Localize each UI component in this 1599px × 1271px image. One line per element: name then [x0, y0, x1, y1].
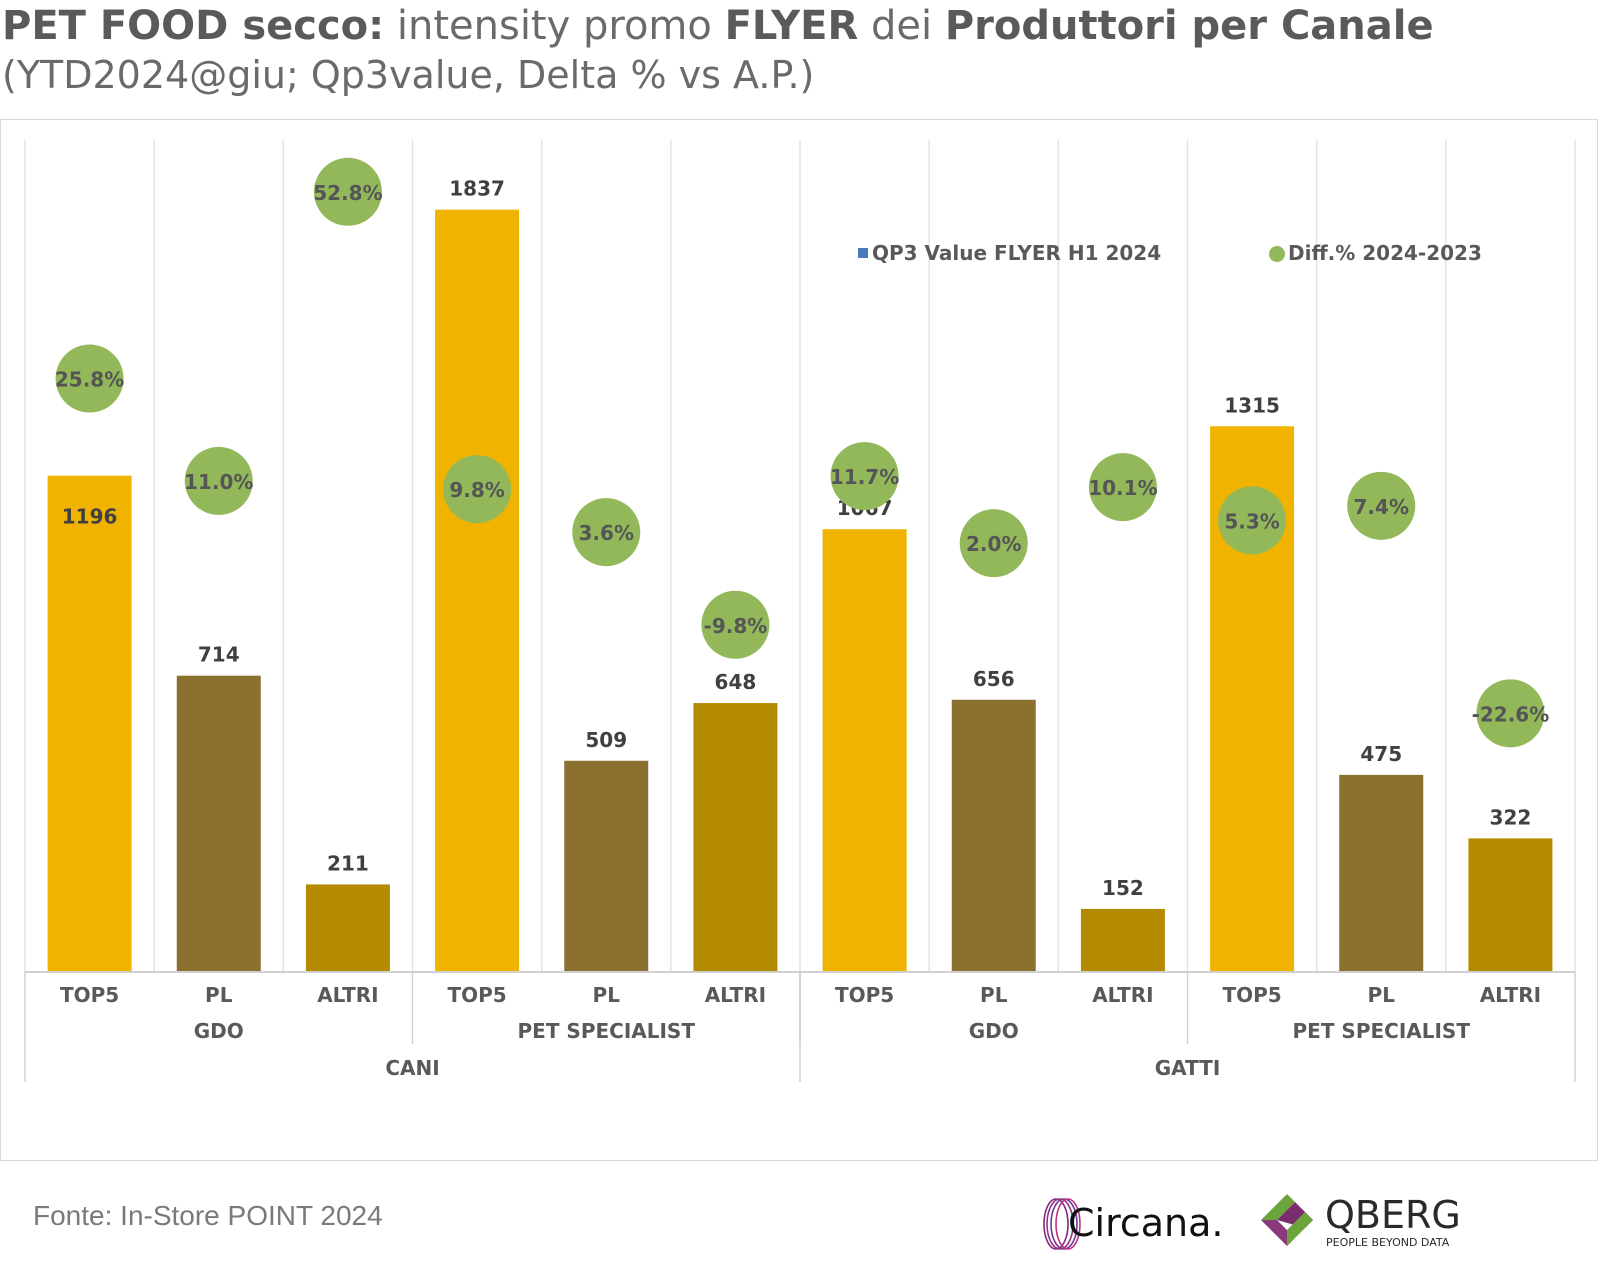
title-part-3: FLYER [724, 3, 859, 49]
diff-value-label: 52.8% [313, 181, 382, 205]
x-tick-label: TOP5 [447, 983, 506, 1007]
diff-marker [1476, 679, 1545, 748]
diff-value-label: 11.0% [184, 470, 253, 494]
chart-area: 1196714211183750964810676561521315475322… [0, 119, 1598, 1161]
bar-pl [176, 675, 261, 972]
bar-top5 [435, 209, 520, 972]
bar-top5 [822, 529, 907, 972]
bar-value-label: 1196 [62, 505, 118, 529]
diff-marker [313, 157, 382, 226]
diff-value-label: 10.1% [1088, 476, 1157, 500]
chart-subtitle: (YTD2024@giu; Qp3value, Delta % vs A.P.) [2, 53, 815, 97]
diff-marker [1088, 453, 1157, 522]
x-tick-label: TOP5 [1222, 983, 1281, 1007]
bar-value-label: 648 [715, 670, 757, 694]
x-tick-label: ALTRI [1092, 983, 1153, 1007]
x-tick-label: ALTRI [317, 983, 378, 1007]
x-tick-label: PL [205, 983, 233, 1007]
bar-value-label: 475 [1360, 742, 1402, 766]
bar-value-label: 656 [973, 667, 1015, 691]
x-group-label: PET SPECIALIST [1293, 1019, 1471, 1043]
diff-value-label: 25.8% [55, 368, 124, 392]
bar-altri [1468, 838, 1553, 972]
bar-top5 [47, 475, 132, 972]
bar-chart: 1196714211183750964810676561521315475322… [24, 140, 1576, 1082]
bar-value-label: 211 [327, 851, 369, 875]
x-tick-label: TOP5 [835, 983, 894, 1007]
chart-title: PET FOOD secco: intensity promo FLYER de… [2, 2, 1592, 50]
bar-value-label: 322 [1490, 805, 1532, 829]
diff-marker [55, 344, 124, 413]
qberg-logo-text: QBERG [1325, 1193, 1461, 1237]
circana-logo: Circana. [1043, 1198, 1224, 1250]
diff-value-label: -22.6% [1472, 702, 1550, 726]
legend-swatch-bars [858, 248, 868, 258]
bar-altri [1080, 908, 1165, 972]
legend-label-bars: QP3 Value FLYER H1 2024 [872, 241, 1161, 265]
diff-marker [1347, 471, 1416, 540]
diff-value-label: 5.3% [1224, 509, 1279, 533]
bar-value-label: 1837 [449, 177, 505, 201]
diff-marker [830, 442, 899, 511]
diff-value-label: -9.8% [704, 614, 768, 638]
x-tick-label: PL [593, 983, 621, 1007]
bar-pl [564, 760, 649, 972]
circana-logo-text: Circana. [1068, 1201, 1224, 1245]
x-category-label: CANI [385, 1056, 439, 1080]
x-category-label: GATTI [1155, 1056, 1221, 1080]
diff-marker [1218, 486, 1287, 555]
title-part-1: PET FOOD secco: [2, 3, 385, 49]
bar-value-label: 509 [585, 728, 627, 752]
x-group-label: PET SPECIALIST [518, 1019, 696, 1043]
title-part-2: intensity promo [384, 3, 725, 49]
bar-altri [305, 884, 390, 972]
bar-altri [693, 703, 778, 972]
title-part-5: Produttori per Canale [944, 3, 1434, 49]
diff-marker [959, 509, 1028, 578]
qberg-logo: QBERG PEOPLE BEYOND DATA [1261, 1193, 1461, 1249]
bar-value-label: 714 [198, 643, 240, 667]
diff-marker [184, 446, 253, 515]
diff-marker [701, 590, 770, 659]
diff-value-label: 7.4% [1354, 495, 1409, 519]
source-note: Fonte: In-Store POINT 2024 [33, 1200, 383, 1231]
diff-value-label: 2.0% [966, 532, 1021, 556]
bar-pl [951, 699, 1036, 972]
legend-swatch-diff [1269, 246, 1285, 262]
diff-value-label: 11.7% [830, 465, 899, 489]
diff-value-label: 9.8% [449, 478, 504, 502]
x-tick-label: PL [980, 983, 1008, 1007]
x-tick-label: ALTRI [1480, 983, 1541, 1007]
bar-pl [1339, 774, 1424, 972]
bar-value-label: 152 [1102, 876, 1144, 900]
diff-value-label: 3.6% [579, 521, 634, 545]
diff-marker [572, 498, 641, 567]
title-part-4: dei [858, 3, 945, 49]
x-tick-label: TOP5 [60, 983, 119, 1007]
x-group-label: GDO [969, 1019, 1019, 1043]
qberg-tagline: PEOPLE BEYOND DATA [1326, 1236, 1450, 1249]
bar-value-label: 1315 [1224, 393, 1280, 417]
x-group-label: GDO [194, 1019, 244, 1043]
legend-label-diff: Diff.% 2024-2023 [1288, 241, 1482, 265]
x-tick-label: ALTRI [705, 983, 766, 1007]
x-tick-label: PL [1368, 983, 1396, 1007]
diff-marker [443, 455, 512, 524]
